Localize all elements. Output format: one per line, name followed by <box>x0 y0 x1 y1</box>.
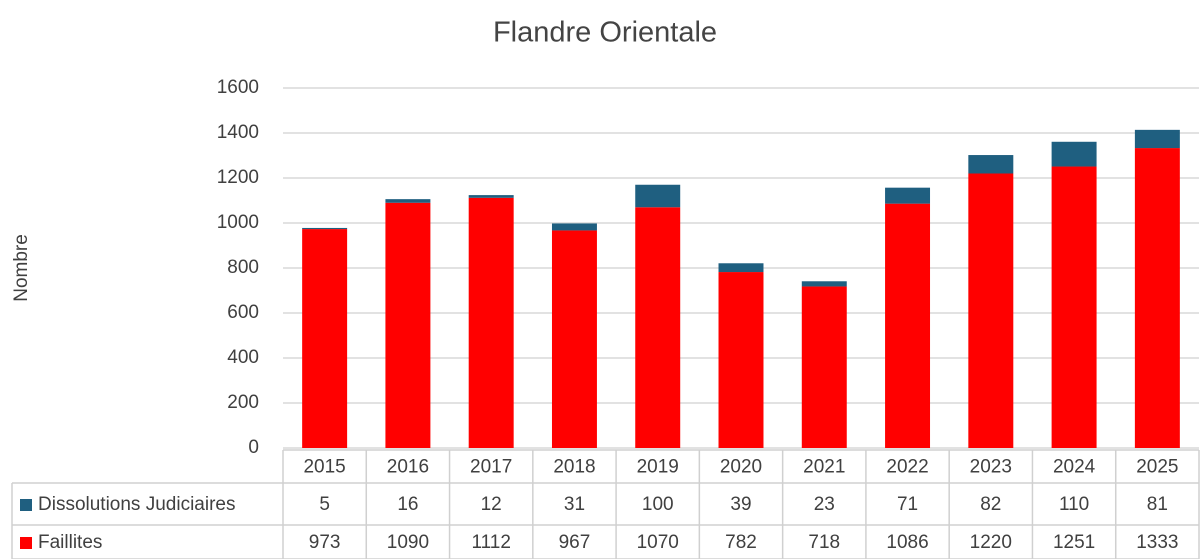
table-value: 973 <box>309 532 341 553</box>
bar-segment <box>468 195 514 198</box>
bar-segment <box>718 263 764 273</box>
bar-segment <box>968 155 1014 174</box>
table-value: 1251 <box>1053 532 1095 553</box>
legend-swatch <box>20 499 32 511</box>
y-tick-label: 1400 <box>217 122 259 143</box>
y-tick-label: 0 <box>248 437 259 458</box>
bar-segment <box>635 207 681 448</box>
x-tick-label: 2015 <box>303 457 345 478</box>
bar-segment <box>385 202 431 448</box>
bar-segment <box>885 203 931 448</box>
y-tick-label: 200 <box>227 392 259 413</box>
bar-segment <box>718 272 764 448</box>
legend-swatch <box>20 537 32 549</box>
bar-segment <box>968 173 1014 448</box>
table-value: 81 <box>1147 494 1168 515</box>
bar-segment <box>1134 148 1180 448</box>
y-tick-label: 600 <box>227 302 259 323</box>
table-value: 718 <box>808 532 840 553</box>
table-value: 1220 <box>970 532 1012 553</box>
y-tick-label: 1000 <box>217 212 259 233</box>
table-value: 39 <box>730 494 751 515</box>
bar-segment <box>635 184 681 208</box>
bar-segment <box>551 223 597 231</box>
chart-title: Flandre Orientale <box>493 17 717 49</box>
legend-label: Faillites <box>38 532 102 553</box>
table-value: 110 <box>1059 494 1089 515</box>
y-tick-label: 800 <box>227 257 259 278</box>
x-tick-label: 2017 <box>470 457 512 478</box>
bar-segment <box>385 199 431 203</box>
table-value: 16 <box>397 494 418 515</box>
table-value: 100 <box>642 494 674 515</box>
bar-segment <box>1134 129 1180 149</box>
table-value: 782 <box>725 532 757 553</box>
table-value: 967 <box>559 532 591 553</box>
x-tick-label: 2021 <box>803 457 845 478</box>
x-tick-label: 2025 <box>1136 457 1178 478</box>
x-tick-label: 2020 <box>720 457 762 478</box>
y-tick-label: 400 <box>227 347 259 368</box>
x-tick-label: 2022 <box>886 457 928 478</box>
bar-segment <box>1051 141 1097 167</box>
table-value: 1090 <box>387 532 429 553</box>
table-value: 82 <box>980 494 1001 515</box>
bar-segment <box>801 286 847 448</box>
bar-segment <box>302 227 348 230</box>
x-tick-label: 2023 <box>970 457 1012 478</box>
table-value: 31 <box>564 494 585 515</box>
bar-segment <box>1051 166 1097 448</box>
bar-segment <box>801 281 847 287</box>
bar-segment <box>302 229 348 448</box>
table-value: 12 <box>481 494 502 515</box>
bar-segment <box>551 230 597 448</box>
table-value: 71 <box>897 494 918 515</box>
y-axis-label: Nombre <box>11 234 32 302</box>
table-value: 23 <box>814 494 835 515</box>
table-value: 1112 <box>471 532 510 553</box>
table-value: 1333 <box>1136 532 1178 553</box>
y-tick-label: 1200 <box>217 167 259 188</box>
y-tick-label: 1600 <box>217 77 259 98</box>
x-tick-label: 2018 <box>553 457 595 478</box>
table-value: 5 <box>319 494 330 515</box>
table-value: 1086 <box>886 532 928 553</box>
bar-segment <box>468 197 514 448</box>
x-tick-label: 2016 <box>387 457 429 478</box>
x-tick-label: 2024 <box>1053 457 1096 478</box>
x-tick-label: 2019 <box>637 457 679 478</box>
bar-segment <box>885 187 931 204</box>
table-value: 1070 <box>637 532 679 553</box>
legend-label: Dissolutions Judiciaires <box>38 494 235 515</box>
